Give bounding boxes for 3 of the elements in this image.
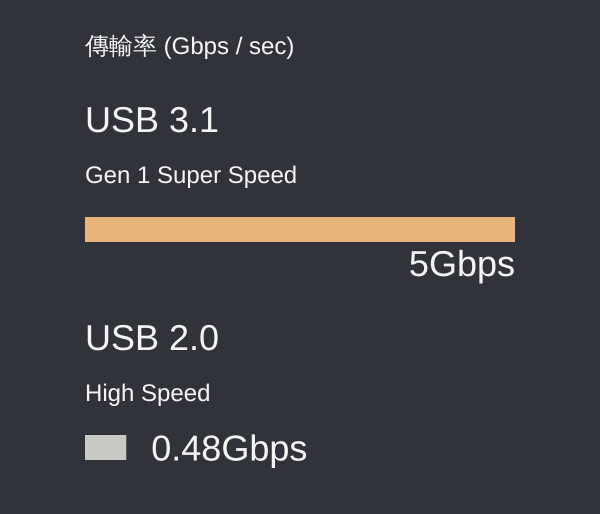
annotation: Gen 1 Super Speed	[85, 162, 298, 189]
annotation: High Speed	[85, 380, 210, 407]
title: 傳輸率 (Gbps / sec)	[85, 33, 294, 60]
